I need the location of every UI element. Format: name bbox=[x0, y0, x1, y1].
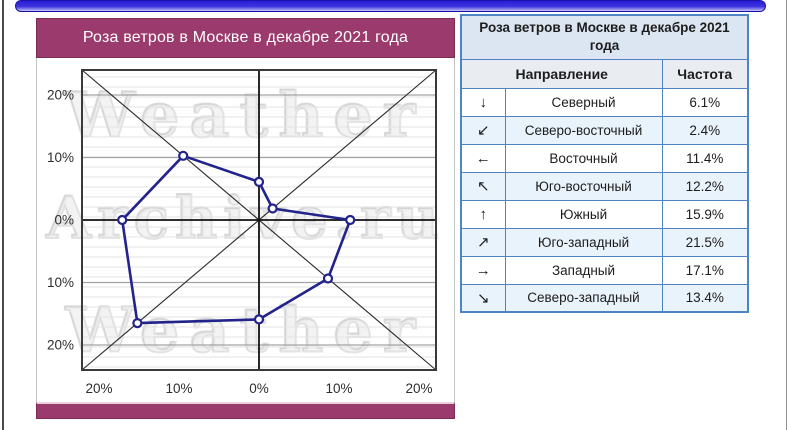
data-point-marker bbox=[132, 318, 143, 329]
chart-bottom-bar bbox=[36, 402, 455, 419]
arrow-cell: ← bbox=[460, 143, 506, 173]
direction-cell: Северо-западный bbox=[504, 283, 663, 313]
data-point-marker bbox=[253, 176, 265, 188]
direction-cell: Юго-западный bbox=[504, 227, 663, 257]
y-axis-tick-label: 20% bbox=[47, 88, 74, 103]
y-axis-tick-label: 10% bbox=[47, 275, 74, 290]
wind-table-body: ↓ Северный 6.1% ↙ Северо-восточный 2.4% ← Восто… bbox=[460, 87, 749, 313]
frequency-cell: 2.4% bbox=[661, 115, 749, 145]
frequency-cell: 12.2% bbox=[661, 171, 749, 201]
direction-cell: Западный bbox=[504, 255, 663, 285]
x-axis-tick-label: 10% bbox=[325, 381, 352, 396]
chart-title: Роза ветров в Москве в декабре 2021 года bbox=[82, 29, 409, 46]
frequency-cell: 21.5% bbox=[661, 227, 749, 257]
column-header-direction: Направление bbox=[460, 58, 663, 89]
frequency-cell: 13.4% bbox=[661, 283, 749, 313]
arrow-cell: ↙ bbox=[460, 115, 506, 145]
table-title: Роза ветров в Москве в декабре 2021 года bbox=[460, 14, 749, 60]
x-axis-tick-label: 10% bbox=[165, 381, 192, 396]
table-row: ↑ Южный 15.9% bbox=[460, 199, 749, 229]
arrow-cell: ↑ bbox=[460, 199, 506, 229]
frequency-table-card: Роза ветров в Москве в декабре 2021 года… bbox=[460, 14, 749, 313]
frequency-cell: 17.1% bbox=[661, 255, 749, 285]
table-row: ↖ Юго-восточный 12.2% bbox=[460, 171, 749, 201]
table-row: ← Восточный 11.4% bbox=[460, 143, 749, 173]
data-point-marker bbox=[117, 214, 128, 226]
data-point-marker bbox=[253, 314, 265, 325]
direction-cell: Южный bbox=[504, 199, 663, 229]
table-row: ↗ Юго-западный 21.5% bbox=[460, 227, 749, 257]
arrow-cell: ↖ bbox=[460, 171, 506, 201]
direction-cell: Восточный bbox=[504, 143, 663, 173]
y-axis-tick-label: 20% bbox=[47, 338, 74, 353]
column-header-frequency: Частота bbox=[661, 58, 749, 89]
window-left-border bbox=[2, 0, 4, 430]
direction-cell: Северо-восточный bbox=[504, 115, 663, 145]
chart-title-bar: Роза ветров в Москве в декабре 2021 года bbox=[36, 18, 455, 58]
x-axis-tick-label: 0% bbox=[249, 381, 269, 396]
x-axis-tick-label: 20% bbox=[405, 381, 432, 396]
table-row: ↘ Северо-западный 13.4% bbox=[460, 283, 749, 313]
table-row: ↓ Северный 6.1% bbox=[460, 87, 749, 117]
table-row: ↙ Северо-восточный 2.4% bbox=[460, 115, 749, 145]
window-right-border bbox=[786, 0, 787, 430]
table-title-row: Роза ветров в Москве в декабре 2021 года bbox=[460, 14, 749, 60]
arrow-cell: ↓ bbox=[460, 87, 506, 117]
data-point-marker bbox=[267, 203, 278, 214]
chart-body: Weather Archive.ru Weather 20% 10% 0% 10% 20… bbox=[36, 58, 455, 402]
wind-rose-card: Роза ветров в Москве в декабре 2021 года… bbox=[36, 18, 455, 419]
direction-cell: Юго-восточный bbox=[504, 171, 663, 201]
frequency-cell: 11.4% bbox=[661, 143, 749, 173]
data-point-marker bbox=[345, 214, 356, 226]
y-axis-tick-label: 10% bbox=[47, 150, 74, 165]
frequency-cell: 6.1% bbox=[661, 87, 749, 117]
plot-border bbox=[81, 69, 437, 371]
table-header-row: Направление Частота bbox=[460, 58, 749, 89]
arrow-cell: ↘ bbox=[460, 283, 506, 313]
arrow-cell: ↗ bbox=[460, 227, 506, 257]
arrow-cell: → bbox=[460, 255, 506, 285]
y-axis-tick-label: 0% bbox=[54, 213, 74, 228]
data-point-marker bbox=[322, 273, 334, 284]
wind-table: Роза ветров в Москве в декабре 2021 года… bbox=[460, 14, 749, 313]
top-accent-bar bbox=[15, 0, 766, 12]
data-point-marker bbox=[178, 150, 189, 161]
wind-rose-plot: 20% 10% 0% 10% 20% 20% 10% 0% 10% 20% bbox=[47, 69, 437, 396]
direction-cell: Северный bbox=[504, 87, 663, 117]
x-axis-tick-label: 20% bbox=[85, 381, 112, 396]
table-row: → Западный 17.1% bbox=[460, 255, 749, 285]
frequency-cell: 15.9% bbox=[661, 199, 749, 229]
